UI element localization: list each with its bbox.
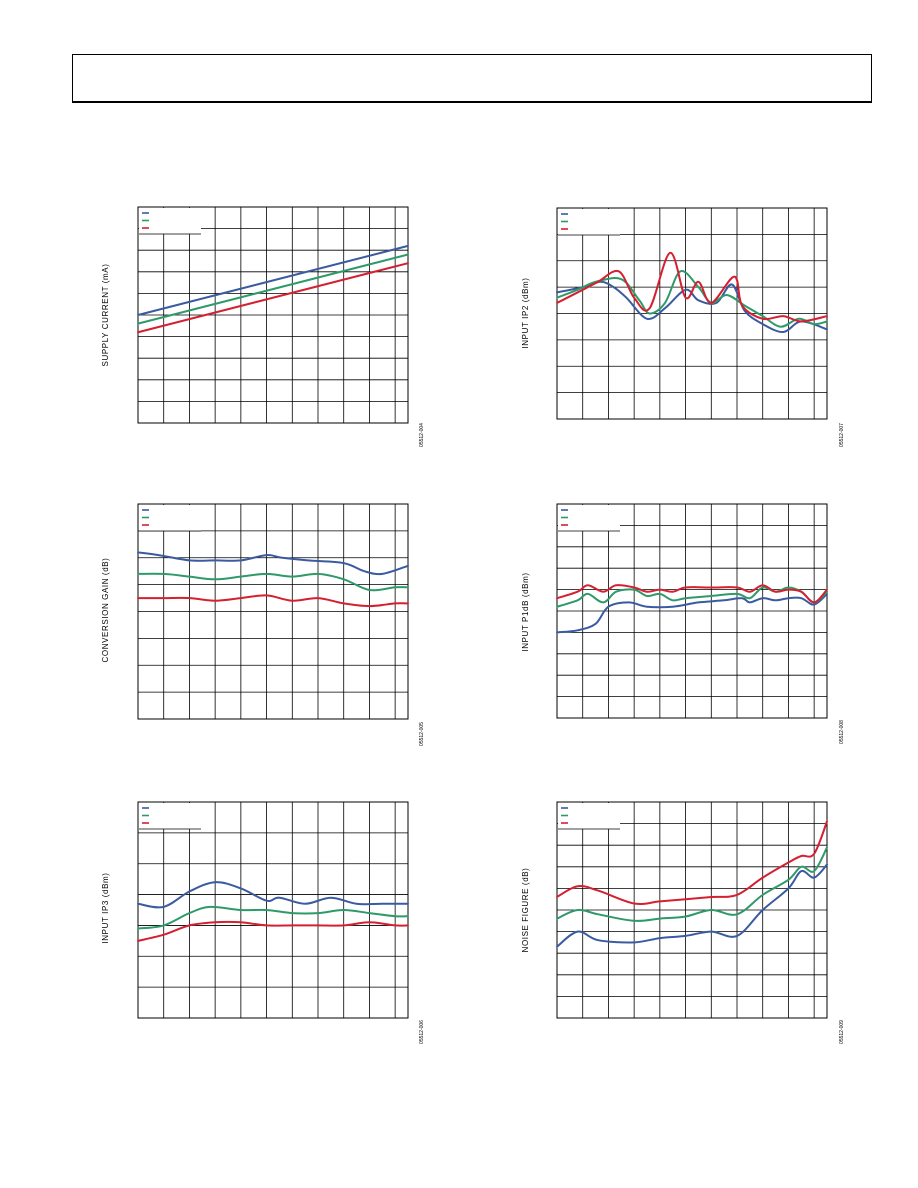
legend — [139, 208, 201, 235]
figure-id: 05512-009 — [839, 1020, 845, 1044]
chart-input-ip3: INPUT IP3 (dBm) 05512-006 — [101, 801, 425, 1044]
series-line-2 — [556, 846, 828, 922]
plot-frame — [556, 503, 828, 719]
legend-box — [558, 505, 620, 531]
series-line-3 — [137, 262, 409, 334]
figure-id: 05512-004 — [419, 423, 425, 447]
legend — [139, 803, 201, 830]
y-axis-label: INPUT IP3 (dBm) — [101, 872, 110, 943]
series-line-2 — [137, 572, 409, 592]
plot-frame — [137, 503, 409, 720]
page-header-box — [72, 54, 872, 103]
series-line-1 — [137, 244, 409, 316]
plot-frame — [556, 207, 828, 420]
series-line-1 — [556, 280, 828, 334]
series-line-3 — [556, 820, 828, 906]
figure-id: 05512-006 — [419, 1020, 425, 1044]
y-axis-label: NOISE FIGURE (dB) — [521, 868, 530, 953]
series-line-3 — [137, 920, 409, 942]
grid — [557, 802, 827, 1018]
figure-id: 05512-008 — [839, 720, 845, 744]
chart-conversion-gain: CONVERSION GAIN (dB) 05512-005 — [101, 503, 425, 746]
legend — [558, 505, 620, 532]
series-line-1 — [556, 863, 828, 948]
figure-id: 05512-005 — [419, 722, 425, 746]
chart-input-p1db: INPUT P1dB (dBm) 05512-008 — [521, 503, 845, 744]
y-axis-label: INPUT IP2 (dBm) — [521, 277, 530, 348]
series-line-3 — [556, 584, 828, 604]
series-line-2 — [556, 270, 828, 328]
grid — [138, 504, 408, 719]
chart-supply-current: SUPPLY CURRENT (mA) 05512-004 — [101, 206, 425, 447]
legend-box — [139, 803, 201, 829]
series-line-1 — [556, 592, 828, 634]
series-line-1 — [137, 881, 409, 909]
legend — [558, 803, 620, 830]
legend — [558, 209, 620, 236]
legend — [139, 505, 201, 532]
grid — [557, 504, 827, 718]
legend-box — [558, 803, 620, 829]
series-line-2 — [137, 253, 409, 325]
series-line-2 — [137, 905, 409, 930]
series-line-1 — [137, 551, 409, 576]
grid — [138, 207, 408, 423]
legend-box — [139, 505, 201, 531]
plot-frame — [137, 801, 409, 1019]
series-line-3 — [137, 594, 409, 608]
series-line-3 — [556, 251, 828, 323]
grid — [557, 208, 827, 419]
legend-box — [139, 208, 201, 234]
y-axis-label: INPUT P1dB (dBm) — [521, 572, 530, 651]
legend-box — [558, 209, 620, 235]
y-axis-label: SUPPLY CURRENT (mA) — [101, 264, 110, 367]
y-axis-label: CONVERSION GAIN (dB) — [101, 558, 110, 663]
figure-id: 05512-007 — [839, 423, 845, 447]
series-line-2 — [556, 586, 828, 608]
plot-frame — [556, 801, 828, 1019]
chart-input-ip2: INPUT IP2 (dBm) 05512-007 — [521, 207, 845, 447]
chart-noise-figure: NOISE FIGURE (dB) 05512-009 — [521, 801, 845, 1044]
